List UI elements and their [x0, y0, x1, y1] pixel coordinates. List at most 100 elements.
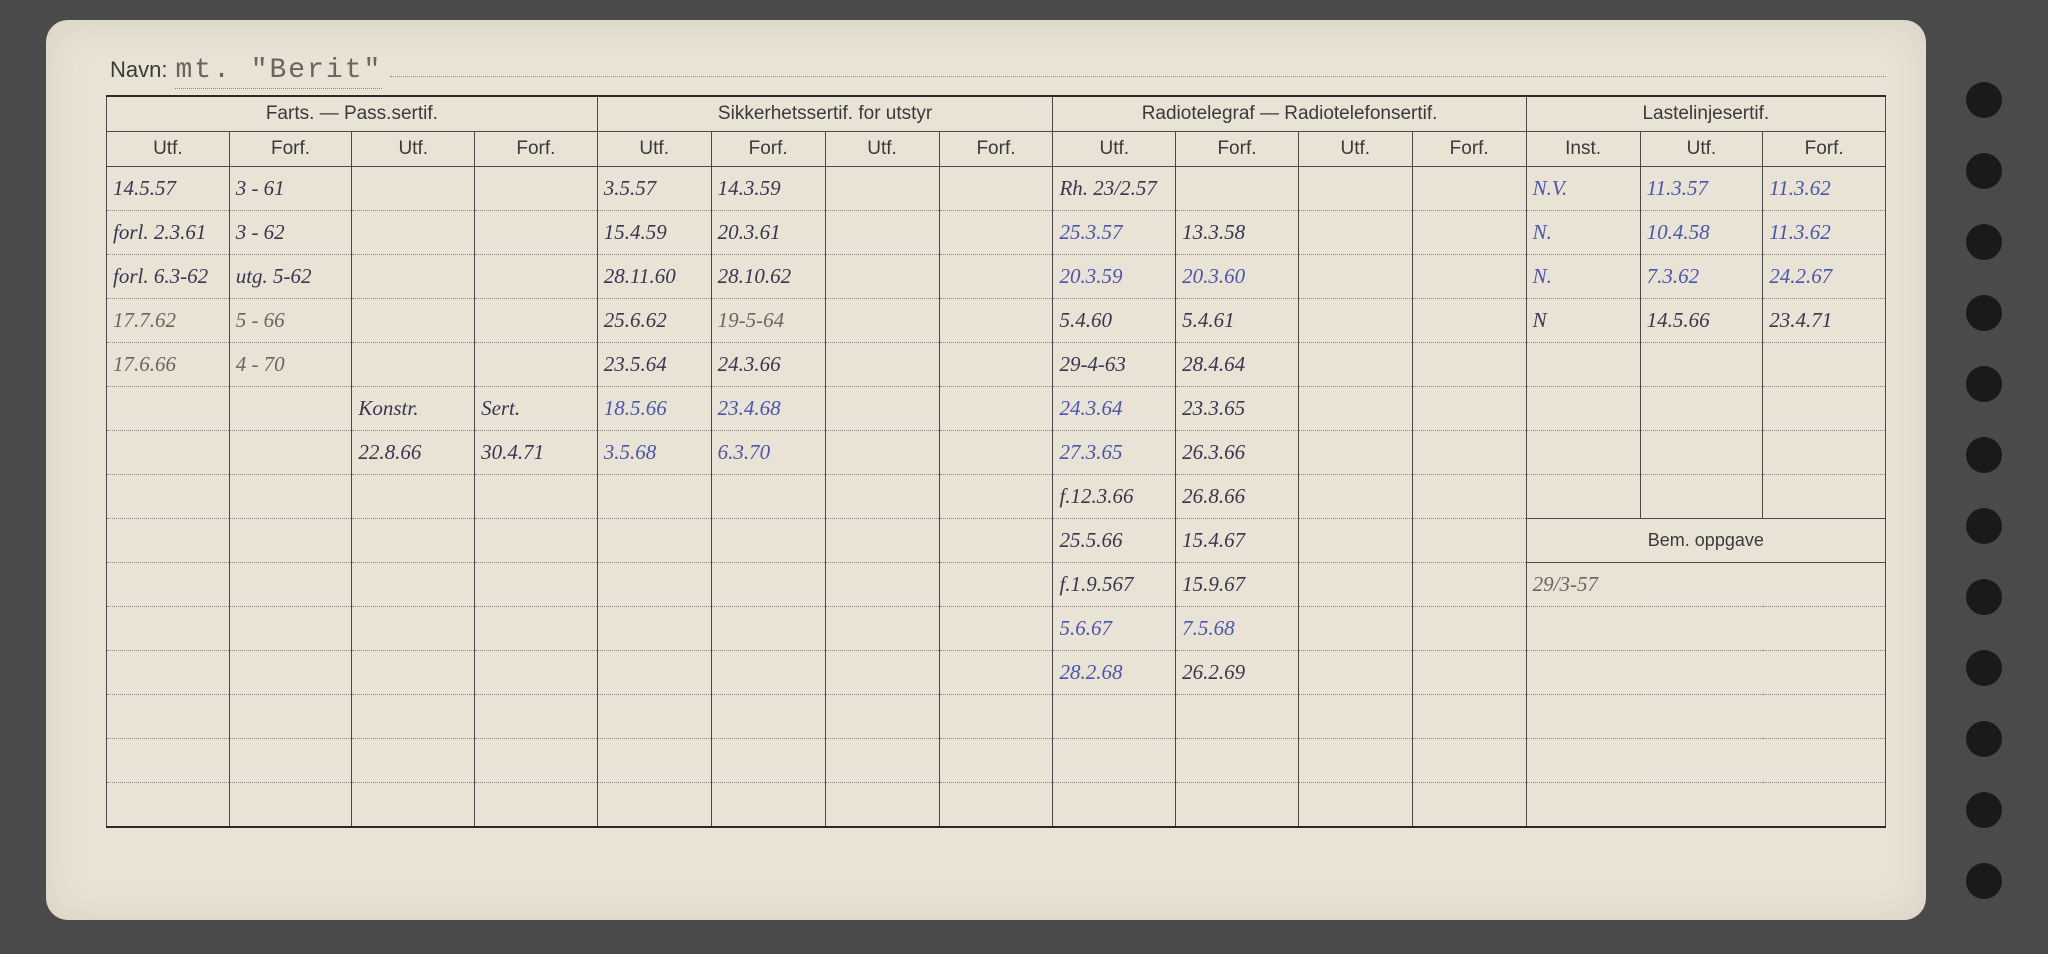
cell — [475, 695, 598, 739]
cell — [939, 167, 1053, 211]
cell — [711, 475, 825, 519]
cell — [352, 519, 475, 563]
cell — [939, 387, 1053, 431]
cell — [229, 519, 352, 563]
cell — [229, 695, 352, 739]
cell — [1412, 299, 1526, 343]
cell: 5.4.61 — [1176, 299, 1299, 343]
cell: 24.3.66 — [711, 343, 825, 387]
cell — [711, 695, 825, 739]
cell: 29-4-63 — [1053, 343, 1176, 387]
cell: 5.4.60 — [1053, 299, 1176, 343]
cell — [1298, 343, 1412, 387]
cell — [825, 431, 939, 475]
cell — [825, 563, 939, 607]
table-row: forl. 2.3.613 - 6215.4.5920.3.6125.3.571… — [107, 211, 1886, 255]
cell — [1526, 343, 1640, 387]
cell — [1640, 475, 1763, 519]
col-utf: Utf. — [107, 132, 230, 167]
cell — [825, 255, 939, 299]
cell: 6.3.70 — [711, 431, 825, 475]
cell: 17.6.66 — [107, 343, 230, 387]
cell — [229, 431, 352, 475]
cell — [352, 695, 475, 739]
cell — [475, 299, 598, 343]
cell: 20.3.59 — [1053, 255, 1176, 299]
cell — [1053, 783, 1176, 827]
cell: f.12.3.66 — [1053, 475, 1176, 519]
table-row: 22.8.6630.4.713.5.686.3.7027.3.6526.3.66 — [107, 431, 1886, 475]
cell — [1412, 563, 1526, 607]
cell — [229, 783, 352, 827]
cell — [107, 563, 230, 607]
cell — [1412, 343, 1526, 387]
cell — [1412, 167, 1526, 211]
cell — [229, 475, 352, 519]
col-utf: Utf. — [352, 132, 475, 167]
cell: 11.3.57 — [1640, 167, 1763, 211]
cell — [1298, 695, 1412, 739]
navn-row: Navn: mt. "Berit" — [106, 55, 1886, 89]
cell: N — [1526, 299, 1640, 343]
cell — [711, 519, 825, 563]
cell — [475, 167, 598, 211]
cell — [1412, 739, 1526, 783]
col-utf: Utf. — [1298, 132, 1412, 167]
cell — [475, 651, 598, 695]
cell — [352, 651, 475, 695]
table-row: 14.5.573 - 613.5.5714.3.59Rh. 23/2.57N.V… — [107, 167, 1886, 211]
cell — [939, 695, 1053, 739]
cell: 18.5.66 — [597, 387, 711, 431]
cell: 7.5.68 — [1176, 607, 1299, 651]
bem-oppgave-label: Bem. oppgave — [1526, 519, 1885, 563]
cell — [825, 343, 939, 387]
page-wrap: Navn: mt. "Berit" Farts. — Pass.sertif. … — [46, 20, 2002, 920]
group-lastelinje: Lastelinjesertif. — [1526, 96, 1885, 132]
cell — [352, 475, 475, 519]
cell — [1298, 299, 1412, 343]
cell: 11.3.62 — [1763, 211, 1886, 255]
table-row: 28.2.6826.2.69 — [107, 651, 1886, 695]
col-utf: Utf. — [597, 132, 711, 167]
cell — [1763, 387, 1886, 431]
cell — [825, 739, 939, 783]
cell — [597, 739, 711, 783]
cell — [352, 607, 475, 651]
cell — [1526, 475, 1640, 519]
cell — [229, 387, 352, 431]
cell — [597, 607, 711, 651]
cell — [229, 651, 352, 695]
col-forf: Forf. — [1763, 132, 1886, 167]
cell — [1298, 783, 1412, 827]
cell — [1298, 651, 1412, 695]
table-row: forl. 6.3-62utg. 5-6228.11.6028.10.6220.… — [107, 255, 1886, 299]
cell — [1176, 167, 1299, 211]
cell — [825, 695, 939, 739]
cell — [475, 783, 598, 827]
table-row: 5.6.677.5.68 — [107, 607, 1886, 651]
cell — [1176, 695, 1299, 739]
certificate-table: Farts. — Pass.sertif. Sikkerhetssertif. … — [106, 95, 1886, 828]
cell: 26.8.66 — [1176, 475, 1299, 519]
cell: 3 - 61 — [229, 167, 352, 211]
cell — [1412, 255, 1526, 299]
cell — [939, 519, 1053, 563]
cell: forl. 2.3.61 — [107, 211, 230, 255]
cell — [1412, 211, 1526, 255]
col-forf: Forf. — [939, 132, 1053, 167]
col-inst: Inst. — [1526, 132, 1640, 167]
bem-cell — [1526, 739, 1885, 783]
cell — [107, 387, 230, 431]
cell — [711, 739, 825, 783]
cell — [939, 475, 1053, 519]
cell — [229, 563, 352, 607]
cell: 20.3.60 — [1176, 255, 1299, 299]
cell — [352, 167, 475, 211]
cell: 28.2.68 — [1053, 651, 1176, 695]
cell — [597, 651, 711, 695]
table-row: 17.6.664 - 7023.5.6424.3.6629-4-6328.4.6… — [107, 343, 1886, 387]
cell: 13.3.58 — [1176, 211, 1299, 255]
cell: 3 - 62 — [229, 211, 352, 255]
table-row: f.12.3.6626.8.66 — [107, 475, 1886, 519]
table-row — [107, 783, 1886, 827]
